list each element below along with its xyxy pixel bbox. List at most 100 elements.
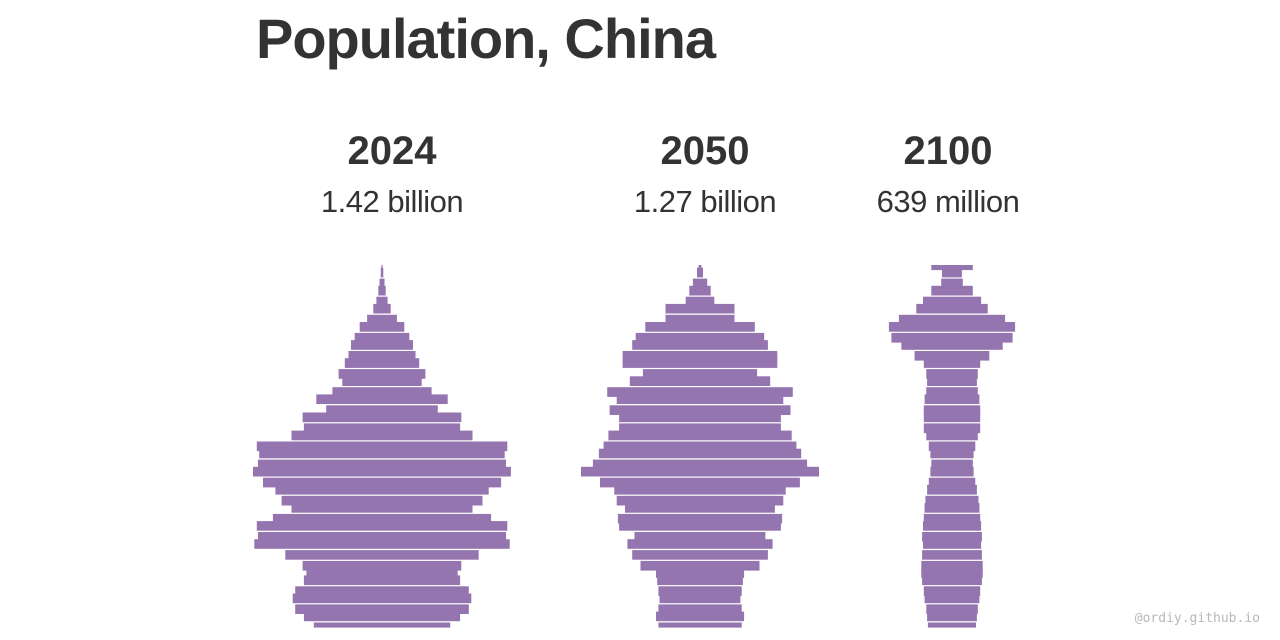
pyramid-2024-age-band-63 (316, 394, 448, 404)
pyramid-2050-age-band-90 (685, 296, 715, 307)
pyramid-2024-age-band-10 (295, 586, 469, 596)
pyramid-2100-age-band-23 (923, 539, 982, 549)
pyramid-header-2024: 2024 1.42 billion (272, 122, 512, 224)
pyramid-2050-age-band-70 (642, 369, 758, 379)
pyramid-2050-age-band-55 (619, 423, 781, 434)
pyramid-2024-age-band-100 (381, 265, 383, 271)
pyramid-2050-age-band-80 (635, 332, 765, 343)
pyramid-2024-age-band-23 (254, 539, 510, 549)
pyramid-2024-age-band-28 (256, 521, 508, 531)
pyramid-total-2050: 1.27 billion (633, 184, 777, 219)
page-title: Population, China (256, 7, 716, 70)
pyramid-2024-age-band-45 (258, 459, 506, 470)
pyramid-2100-age-band-83 (888, 322, 1016, 332)
pyramid-2100-age-band-85 (898, 314, 1006, 325)
pyramid-2050-age-band-23 (627, 539, 773, 549)
pyramid-2050-age-band-25 (634, 532, 766, 542)
pyramid-2050-age-band-100 (698, 265, 702, 271)
pyramid-2100-age-band-45 (931, 459, 973, 470)
pyramid-2050-age-band-48 (598, 448, 802, 459)
pyramid-2050-age-band-30 (617, 513, 783, 524)
pyramid-2050-age-band-75 (622, 351, 778, 361)
pyramid-year-2100: 2100 (903, 129, 993, 173)
pyramid-2050 (581, 265, 819, 628)
pyramid-2024-age-band-33 (291, 503, 473, 513)
pyramid-2024-age-band-43 (253, 466, 511, 477)
pyramid-2050-age-band-93 (689, 285, 711, 296)
pyramid-2024-age-band-70 (338, 369, 426, 379)
pyramid-2100-age-band-63 (924, 394, 980, 404)
pyramid-2024-age-band-35 (281, 495, 483, 506)
pyramid-2024-age-band-53 (291, 430, 473, 441)
pyramid-2024-age-band-15 (306, 568, 458, 578)
pyramid-2024-age-band-3 (303, 611, 461, 622)
pyramid-2050-age-band-0 (658, 622, 742, 628)
pyramid-2050-age-band-50 (603, 441, 797, 452)
pyramid-2100-age-band-90 (923, 296, 982, 307)
pyramid-2024-age-band-95 (379, 278, 385, 289)
pyramid-2050-age-band-35 (616, 495, 784, 506)
pyramid-2024-age-band-17 (302, 560, 462, 571)
pyramid-2100-age-band-0 (927, 622, 976, 628)
pyramid-2024-age-band-40 (263, 477, 502, 488)
pyramid-2050-age-band-95 (692, 278, 708, 289)
pyramid-2100-age-band-30 (923, 513, 981, 524)
pyramid-2050-age-band-10 (658, 586, 742, 596)
pyramid-2050-age-band-63 (616, 394, 784, 404)
pyramid-2024-age-band-88 (373, 303, 391, 314)
pyramid-year-2050: 2050 (660, 129, 750, 173)
pyramid-2024-age-band-8 (292, 593, 472, 604)
pyramid-2100-age-band-65 (926, 387, 978, 397)
pyramid-2050-age-band-5 (658, 604, 742, 614)
pyramid-2050-age-band-53 (608, 430, 792, 441)
pyramid-2024-age-band-98 (380, 267, 384, 278)
pyramid-total-2024: 1.42 billion (320, 184, 464, 219)
pyramid-2100-age-band-60 (923, 405, 981, 415)
pyramid-2050-age-band-38 (614, 484, 786, 495)
pyramid-2050-age-band-60 (609, 405, 791, 415)
pyramid-2100-age-band-70 (926, 369, 978, 379)
pyramid-2024-age-band-68 (342, 376, 422, 386)
pyramid-2024-age-band-90 (376, 296, 388, 307)
pyramid-header-2100: 2100 639 million (828, 122, 1068, 224)
pyramid-2100-age-band-33 (924, 503, 980, 513)
pyramid-2050-age-band-33 (625, 503, 775, 513)
pyramid-2100-age-band-3 (927, 611, 977, 622)
pyramid-2024-age-band-30 (272, 513, 492, 524)
pyramid-2050-age-band-73 (622, 358, 778, 368)
credit-watermark: @ordiy.github.io (1134, 611, 1260, 626)
pyramid-2050-age-band-78 (632, 340, 768, 350)
pyramid-2100-age-band-53 (926, 430, 978, 441)
pyramid-2050-age-band-98 (697, 267, 703, 278)
pyramid-2050-age-band-68 (629, 376, 771, 386)
pyramid-2024-age-band-20 (285, 550, 479, 560)
pyramid-2100-age-band-35 (925, 495, 979, 506)
pyramid-2050-age-band-45 (592, 459, 808, 470)
pyramid-2050-age-band-83 (645, 322, 755, 332)
pyramid-2024-age-band-60 (326, 405, 438, 415)
pyramid-2100-age-band-68 (927, 376, 977, 386)
pyramid-2100-age-band-15 (921, 568, 983, 578)
pyramid-2100-age-band-75 (914, 351, 990, 361)
pyramid-year-2024: 2024 (347, 129, 437, 173)
pyramid-2100-age-band-58 (923, 412, 981, 423)
pyramid-2050-age-band-58 (619, 412, 781, 423)
pyramid-2024-age-band-93 (378, 285, 386, 296)
pyramid-2024-age-band-80 (354, 332, 410, 343)
pyramid-2050-age-band-43 (581, 466, 819, 477)
pyramid-2100-age-band-17 (921, 560, 983, 571)
pyramid-2024-age-band-85 (367, 314, 397, 325)
pyramid-2100-age-band-10 (923, 586, 981, 596)
pyramid-2100-age-band-20 (922, 550, 982, 560)
pyramid-2050-age-band-40 (600, 477, 800, 488)
pyramid-2024-age-band-78 (351, 340, 413, 350)
pyramid-2100-age-band-48 (930, 448, 974, 459)
pyramid-2100-age-band-13 (922, 575, 982, 586)
pyramid-2024-age-band-83 (359, 322, 405, 332)
pyramid-2100-age-band-8 (924, 593, 980, 604)
pyramid-2024-age-band-55 (303, 423, 461, 434)
pyramid-2024-age-band-5 (295, 604, 469, 614)
pyramid-2050-age-band-85 (665, 314, 735, 325)
pyramid-2100-age-band-55 (923, 423, 981, 434)
